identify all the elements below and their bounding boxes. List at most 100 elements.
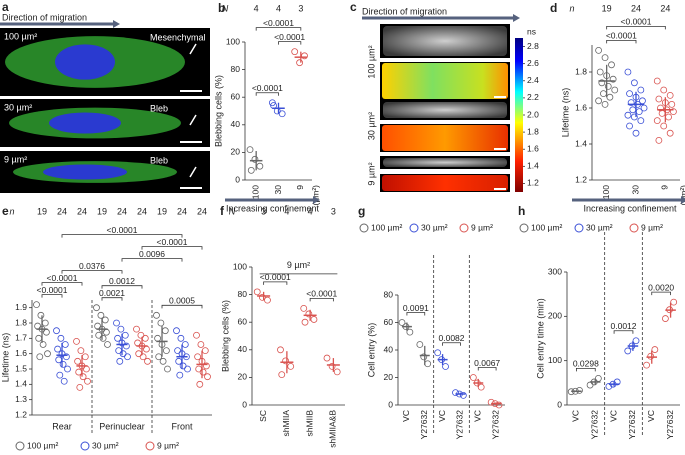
significance-label: <0.0001 [606, 31, 637, 41]
data-point [195, 365, 203, 373]
panel-label: f [220, 204, 225, 218]
footer: Increasing confinement [583, 203, 677, 213]
image-note: Bleb [150, 103, 168, 113]
data-point [179, 362, 187, 370]
colorbar-tick-label: 2.6 [527, 58, 539, 68]
data-point [452, 389, 459, 397]
x-tick-label: VC [571, 410, 581, 422]
y-axis-label: Lifetime (ns) [0, 333, 10, 383]
y-tick-label: 200 [548, 311, 562, 321]
legend-label: 100 µm² [27, 440, 59, 450]
count-label: n [9, 206, 14, 216]
count: 24 [177, 206, 187, 216]
panel-label: d [550, 1, 557, 15]
x-tick-label: 100 [250, 185, 260, 199]
legend-label: 100 µm² [531, 222, 563, 232]
cell-nucleus [55, 44, 115, 80]
data-point [39, 341, 47, 348]
data-point [84, 377, 91, 385]
arrow-head [313, 196, 320, 204]
y-tick-label: 0 [242, 399, 247, 409]
data-point [594, 374, 602, 382]
data-point [153, 311, 160, 319]
y-tick-label: 1.2 [575, 174, 587, 184]
significance-bracket [606, 40, 637, 44]
data-point [665, 113, 672, 121]
pointer [189, 166, 197, 178]
data-point [258, 293, 266, 301]
data-point [296, 59, 304, 67]
y-tick-label: 0 [235, 174, 240, 184]
data-point [93, 304, 100, 312]
y-tick-label: 40 [238, 344, 248, 354]
direction-label: Direction of migration [362, 6, 447, 16]
x-tick-label: shMIIA [281, 410, 291, 437]
data-point [134, 339, 142, 347]
data-point [196, 380, 204, 388]
direction-label: Direction of migration [2, 12, 87, 22]
data-point [119, 350, 127, 358]
data-point [159, 357, 167, 365]
data-point [162, 347, 170, 355]
data-point [56, 371, 64, 379]
cell-gray [383, 158, 507, 167]
significance-bracket [278, 41, 302, 45]
data-point [611, 86, 619, 94]
data-point [103, 328, 110, 336]
count: 24 [117, 206, 127, 216]
data-point [57, 334, 65, 342]
colorbar-tick-label: 1.4 [527, 161, 539, 171]
legend-marker [15, 441, 25, 451]
count: 4 [284, 206, 289, 216]
image-label: 30 µm² [366, 112, 376, 140]
y-tick-label: 80 [384, 289, 394, 299]
x-tick-label: VC [473, 410, 483, 422]
pointer [189, 114, 197, 126]
data-point [116, 357, 124, 365]
data-point [83, 365, 90, 373]
y-tick-label: 20 [231, 147, 241, 157]
data-point [333, 368, 341, 376]
data-point [442, 363, 449, 370]
y-tick-label: 1.2 [15, 409, 27, 419]
data-point [653, 117, 661, 124]
cell-nucleus [49, 112, 121, 134]
data-point [658, 110, 666, 117]
data-point [604, 83, 612, 90]
data-point [647, 352, 655, 360]
data-point [601, 101, 609, 108]
x-tick-label: VC [608, 410, 618, 422]
region-label: Front [171, 421, 193, 431]
significance-bracket [576, 367, 596, 372]
y-tick-label: 1.9 [15, 302, 27, 312]
significance-label: 0.0091 [403, 303, 429, 313]
data-point [630, 79, 638, 87]
data-point [416, 341, 424, 348]
data-point [670, 298, 678, 306]
data-point [632, 129, 640, 137]
data-point [63, 353, 70, 361]
data-point [77, 347, 85, 355]
x-unit: (µm²) [678, 185, 685, 206]
significance-bracket [255, 27, 302, 31]
data-point [637, 117, 645, 124]
y-tick-label: 1.8 [575, 66, 587, 76]
significance-label: <0.0001 [260, 272, 291, 282]
data-point [79, 373, 87, 381]
significance-label: 0.0012 [109, 276, 135, 286]
data-point [154, 334, 162, 342]
panel-label: c [350, 0, 357, 14]
data-point [287, 362, 295, 370]
x-tick-label: SC [258, 410, 268, 422]
data-point [630, 113, 638, 121]
y-tick-label: 100 [233, 261, 247, 271]
count: 4 [276, 3, 281, 13]
count-label: N [229, 206, 236, 216]
data-point [246, 146, 254, 154]
data-point [256, 162, 264, 170]
count: 24 [57, 206, 67, 216]
y-tick-label: 20 [238, 372, 248, 382]
legend-marker [574, 223, 584, 233]
cell-gray [383, 102, 507, 118]
